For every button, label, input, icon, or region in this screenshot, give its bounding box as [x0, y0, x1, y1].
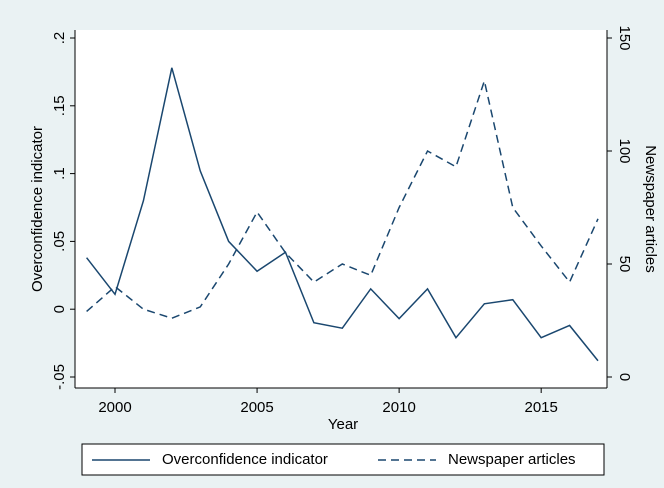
y-tick-label: .05 [51, 231, 68, 252]
series-line [86, 67, 599, 362]
x-tick-label: 2015 [524, 399, 557, 416]
y-tick-label: .15 [51, 95, 68, 116]
y-tick-label: .1 [51, 167, 68, 180]
y2-axis-title: Newspaper articles [642, 145, 659, 273]
y2-tick-label: 100 [616, 138, 633, 163]
legend-label: Overconfidence indicator [162, 451, 328, 468]
x-axis-title: Year [328, 416, 358, 433]
legend-label: Newspaper articles [448, 451, 576, 468]
x-tick-label: 2000 [98, 399, 131, 416]
y-axis-title: Overconfidence indicator [29, 126, 46, 292]
series-line [86, 78, 599, 320]
y2-tick-label: 150 [616, 25, 633, 50]
y-tick-label: 0 [51, 305, 68, 313]
y-tick-label: .2 [51, 32, 68, 45]
y-tick-label: -.05 [51, 364, 68, 390]
plot-area [75, 30, 607, 388]
y2-tick-label: 50 [616, 256, 633, 273]
legend [81, 443, 605, 476]
y2-tick-label: 0 [616, 373, 633, 381]
x-tick-label: 2010 [382, 399, 415, 416]
x-tick-label: 2005 [240, 399, 273, 416]
